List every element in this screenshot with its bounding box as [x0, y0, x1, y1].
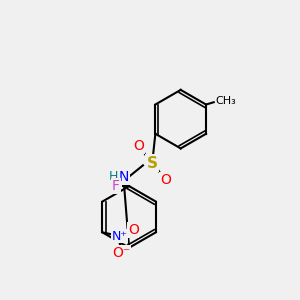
- Text: CH₃: CH₃: [215, 96, 236, 106]
- Text: H: H: [108, 170, 118, 183]
- Text: N⁺: N⁺: [111, 230, 128, 243]
- Text: N: N: [118, 170, 129, 184]
- Text: F: F: [112, 179, 120, 193]
- Text: O: O: [128, 223, 139, 237]
- Text: O: O: [133, 139, 144, 153]
- Text: O: O: [160, 173, 172, 187]
- Text: S: S: [147, 155, 158, 170]
- Text: O⁻: O⁻: [112, 246, 130, 260]
